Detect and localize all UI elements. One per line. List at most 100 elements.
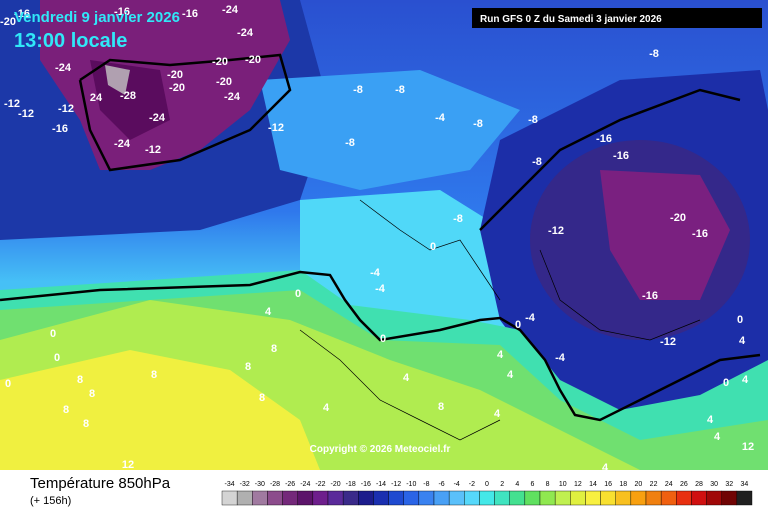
legend-swatch xyxy=(312,490,329,506)
isotherm-label: 8 xyxy=(77,374,83,386)
coastline xyxy=(0,270,761,422)
legend-swatch xyxy=(403,490,420,506)
legend-swatch xyxy=(509,490,526,506)
legend-label: -2 xyxy=(469,481,475,488)
legend-swatch xyxy=(524,490,541,506)
forecast-date: Vendredi 9 janvier 2026 xyxy=(14,9,180,26)
legend-label: -26 xyxy=(285,481,295,488)
isotherm-label: 0 xyxy=(430,241,436,253)
isotherm-label: -20 xyxy=(216,76,232,88)
isotherm-label: -12 xyxy=(660,336,676,348)
legend-label: 2 xyxy=(500,481,504,488)
legend-swatch xyxy=(676,490,692,506)
legend-label: 34 xyxy=(741,481,749,488)
isotherm-label: -8 xyxy=(528,114,538,126)
legend-swatch xyxy=(479,490,495,506)
legend-label: -28 xyxy=(270,481,280,488)
legend-label: -30 xyxy=(255,481,265,488)
forecast-time: 13:00 locale xyxy=(14,30,127,52)
legend-label: 28 xyxy=(695,481,703,488)
isotherm-label: 4 xyxy=(739,335,746,347)
legend-label: 8 xyxy=(546,481,550,488)
isotherm-label: 8 xyxy=(83,418,89,430)
legend-label: -10 xyxy=(406,481,416,488)
legend-swatch xyxy=(342,490,359,506)
legend-label: -14 xyxy=(376,481,386,488)
isotherm-label: 4 xyxy=(497,349,504,361)
isotherm-label: -12 xyxy=(18,108,34,120)
map-labels: -16-20-16 -16 -24-24-24-20-20 -20-20 -20-242… xyxy=(0,4,754,474)
legend-swatch xyxy=(660,490,677,506)
legend-label: -22 xyxy=(315,481,325,488)
isotherm-label: -20 xyxy=(245,54,261,66)
isotherm-label: -4 xyxy=(525,312,536,324)
isotherm-label: -24 xyxy=(149,112,166,124)
legend-swatch xyxy=(539,490,556,506)
isotherm-label: 4 xyxy=(494,408,501,420)
legend-swatch xyxy=(645,490,662,506)
isotherm-label: -8 xyxy=(532,156,542,168)
yellow-zone xyxy=(0,350,320,470)
isotherm-label: -16 xyxy=(114,6,130,18)
extreme-cold-zone xyxy=(600,170,730,300)
isotherm-label: 0 xyxy=(723,377,729,389)
isotherm-label: 4 xyxy=(707,414,714,426)
isotherm-label: -24 xyxy=(222,4,239,16)
legend-swatch xyxy=(494,490,510,506)
isotherm-label: -8 xyxy=(453,213,463,225)
legend-swatch xyxy=(221,490,238,506)
isotherm-label: 12 xyxy=(742,441,754,453)
isotherm-label: 0 xyxy=(380,333,386,345)
legend-label: 24 xyxy=(665,481,673,488)
legend-swatch xyxy=(282,490,298,506)
isotherm-label: -12 xyxy=(268,122,284,134)
legend-swatch xyxy=(358,490,374,506)
isotherm-label: -28 xyxy=(120,90,136,102)
legend-swatch xyxy=(373,490,389,506)
isotherm-label: 4 xyxy=(323,402,330,414)
isotherm-label: 4 xyxy=(507,369,514,381)
isotherm-label: 8 xyxy=(438,401,444,413)
isotherm-label: -8 xyxy=(473,118,483,130)
legend-swatch xyxy=(600,490,616,506)
legend-swatch xyxy=(706,490,722,506)
isotherm-label: -16 xyxy=(14,8,30,20)
legend-label: 6 xyxy=(530,481,534,488)
border xyxy=(539,249,701,341)
legend-label: -20 xyxy=(331,481,341,488)
legend-swatch xyxy=(433,490,450,506)
legend-swatch xyxy=(585,490,601,506)
isotherm-label: -12 xyxy=(145,144,161,156)
isotherm-label: -4 xyxy=(375,283,386,295)
legend-label: -8 xyxy=(423,481,429,488)
legend-label: 20 xyxy=(635,481,643,488)
legend-swatch xyxy=(570,490,586,506)
border xyxy=(299,329,501,441)
isotherm-label: 12 xyxy=(122,459,134,471)
isotherm-label: -4 xyxy=(435,112,446,124)
isotherm-label: 8 xyxy=(245,361,251,373)
legend-label: 4 xyxy=(515,481,519,488)
legend-label: 14 xyxy=(589,481,597,488)
legend-label: 30 xyxy=(710,481,718,488)
isotherm-label: 8 xyxy=(151,369,157,381)
run-box xyxy=(472,8,762,28)
footer-title: Température 850hPa xyxy=(30,475,171,492)
legend-swatch xyxy=(615,490,632,506)
legend-label: -18 xyxy=(346,481,356,488)
isotherm-label: -12 xyxy=(548,225,564,237)
isotherm-label: -12 xyxy=(58,103,74,115)
coastline xyxy=(78,53,292,172)
legend-label: -34 xyxy=(225,481,235,488)
legend-label: -12 xyxy=(391,481,401,488)
isotherm-label: 4 xyxy=(265,306,272,318)
footer-lead: (+ 156h) xyxy=(30,495,71,507)
legend-label: 0 xyxy=(485,481,489,488)
isotherm-label: -16 xyxy=(642,290,658,302)
isotherm-label: -4 xyxy=(555,352,566,364)
legend-label: 26 xyxy=(680,481,688,488)
legend-swatch xyxy=(721,490,738,506)
legend-swatch xyxy=(630,490,647,506)
legend-swatch xyxy=(691,490,707,506)
